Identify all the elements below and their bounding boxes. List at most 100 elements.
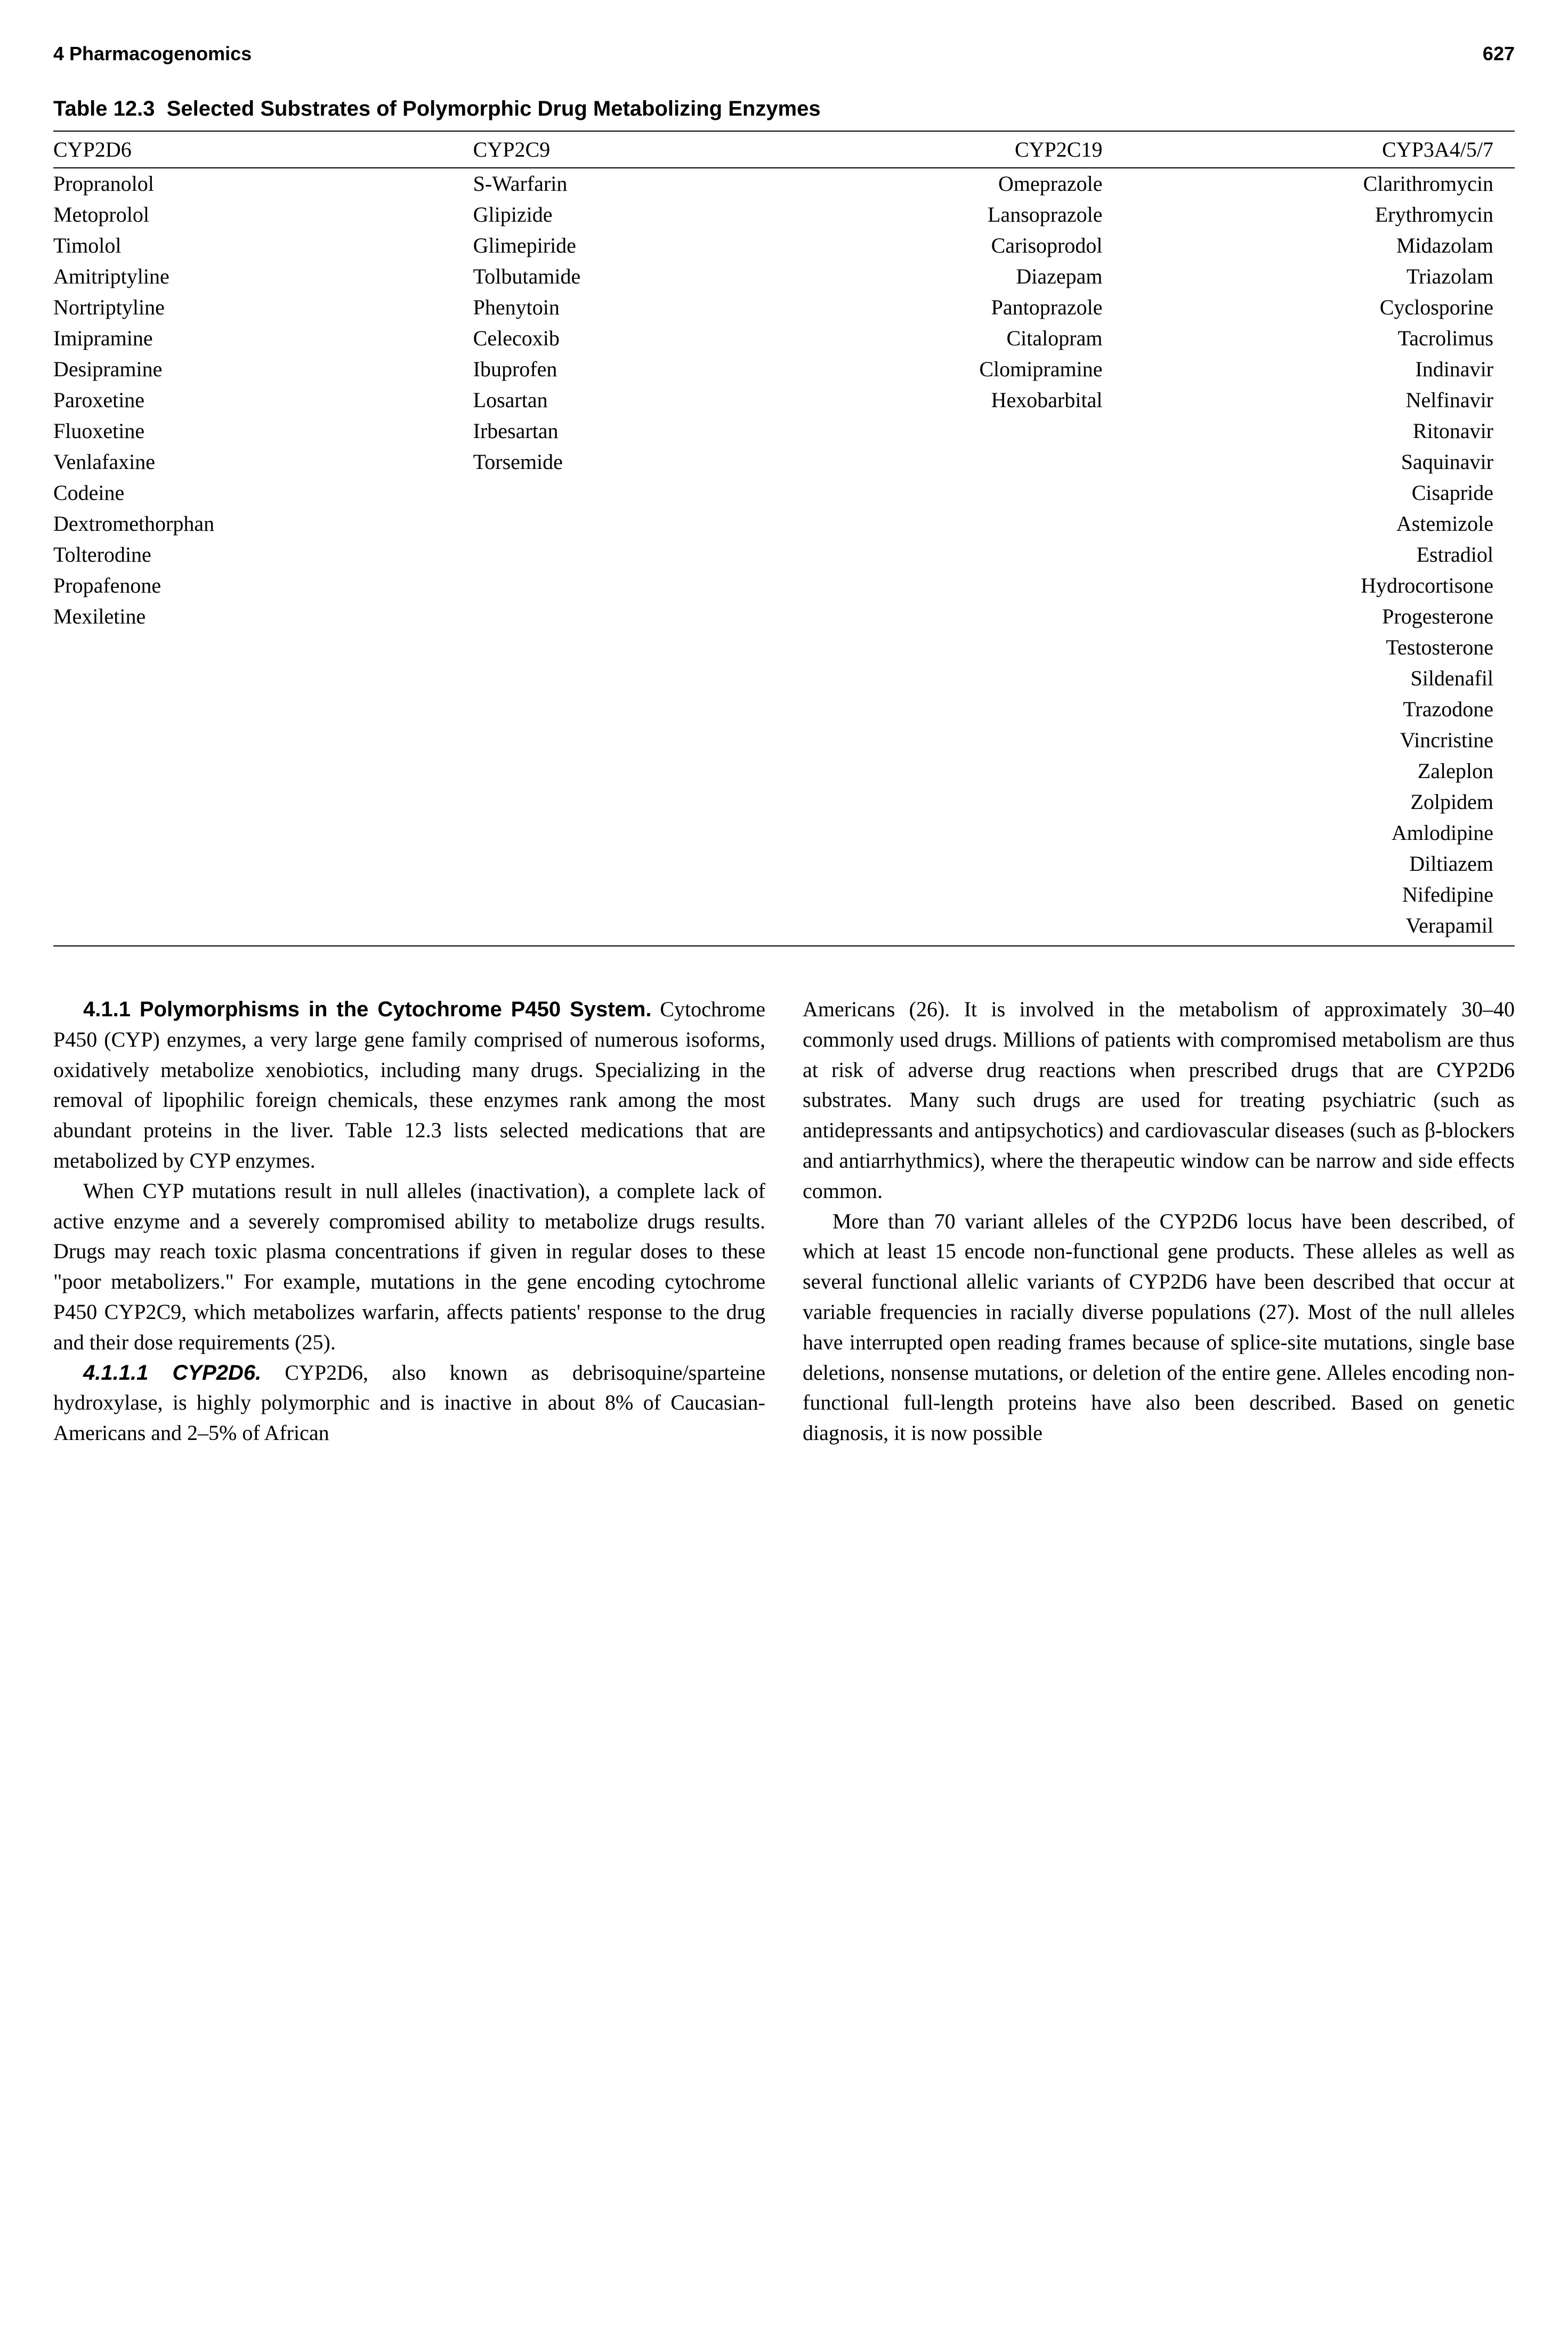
table-cell: Cyclosporine	[1124, 292, 1515, 323]
table-cell	[53, 694, 473, 725]
table-cell: Amlodipine	[1124, 818, 1515, 848]
table-row: DesipramineIbuprofenClomipramineIndinavi…	[53, 354, 1515, 385]
table-cell	[473, 570, 757, 601]
table-cell	[757, 879, 1124, 910]
paragraph-text: When CYP mutations result in null allele…	[53, 1179, 765, 1354]
body-columns: 4.1.1 Polymorphisms in the Cytochrome P4…	[53, 994, 1515, 1448]
table-cell: Clomipramine	[757, 354, 1124, 385]
table-cell: Nifedipine	[1124, 879, 1515, 910]
table-cell: Codeine	[53, 478, 473, 508]
table-cell: Verapamil	[1124, 910, 1515, 946]
right-column: Americans (26). It is involved in the me…	[803, 994, 1515, 1448]
page-number: 627	[1483, 43, 1515, 65]
table-cell: Omeprazole	[757, 168, 1124, 199]
table-cell: Metoprolol	[53, 199, 473, 230]
table-cell	[757, 478, 1124, 508]
table-cell	[757, 539, 1124, 570]
table-cell: Clarithromycin	[1124, 168, 1515, 199]
table-cell: Venlafaxine	[53, 447, 473, 478]
table-cell	[53, 848, 473, 879]
table-cell: Cisapride	[1124, 478, 1515, 508]
table-cell: Sildenafil	[1124, 663, 1515, 694]
table-cell: Amitriptyline	[53, 261, 473, 292]
table-cell: Vincristine	[1124, 725, 1515, 756]
paragraph-text: Americans (26). It is involved in the me…	[803, 997, 1515, 1203]
table-cell	[757, 818, 1124, 848]
table-cell	[473, 818, 757, 848]
table-row: Diltiazem	[53, 848, 1515, 879]
table-cell	[757, 601, 1124, 632]
table-cell	[757, 508, 1124, 539]
table-cell: Triazolam	[1124, 261, 1515, 292]
table-cell: Tacrolimus	[1124, 323, 1515, 354]
table-cell: Fluoxetine	[53, 416, 473, 447]
table-row: Trazodone	[53, 694, 1515, 725]
section-heading: 4.1.1.1 CYP2D6.	[83, 1361, 261, 1385]
table-cell: Mexiletine	[53, 601, 473, 632]
table-cell: Diazepam	[757, 261, 1124, 292]
table-cell: Nortriptyline	[53, 292, 473, 323]
table-cell: Phenytoin	[473, 292, 757, 323]
table-cell	[53, 663, 473, 694]
table-cell	[473, 725, 757, 756]
table-cell	[53, 910, 473, 946]
table-row: TolterodineEstradiol	[53, 539, 1515, 570]
table-cell	[473, 539, 757, 570]
table-cell	[757, 848, 1124, 879]
table-cell	[757, 787, 1124, 818]
table-cell: Zaleplon	[1124, 756, 1515, 787]
table-cell: Hydrocortisone	[1124, 570, 1515, 601]
table-row: FluoxetineIrbesartan Ritonavir	[53, 416, 1515, 447]
table-cell: Ritonavir	[1124, 416, 1515, 447]
table-number: Table 12.3	[53, 97, 155, 120]
table-cell	[757, 447, 1124, 478]
table-row: Testosterone	[53, 632, 1515, 663]
table-cell: Saquinavir	[1124, 447, 1515, 478]
table-cell	[53, 756, 473, 787]
table-cell: Celecoxib	[473, 323, 757, 354]
table-cell: Paroxetine	[53, 385, 473, 416]
table-cell: Tolterodine	[53, 539, 473, 570]
table-cell	[53, 725, 473, 756]
table-cell	[757, 663, 1124, 694]
table-cell: S-Warfarin	[473, 168, 757, 199]
table-cell: Glimepiride	[473, 230, 757, 261]
table-cell: Testosterone	[1124, 632, 1515, 663]
table-row: NortriptylinePhenytoinPantoprazoleCyclos…	[53, 292, 1515, 323]
table-cell	[757, 910, 1124, 946]
table-cell	[473, 694, 757, 725]
table-cell	[473, 508, 757, 539]
table-row: ImipramineCelecoxibCitalopramTacrolimus	[53, 323, 1515, 354]
table-row: Zolpidem	[53, 787, 1515, 818]
table-cell: Ibuprofen	[473, 354, 757, 385]
table-cell: Astemizole	[1124, 508, 1515, 539]
table-row: Amlodipine	[53, 818, 1515, 848]
table-cell: Dextromethorphan	[53, 508, 473, 539]
table-cell	[473, 787, 757, 818]
section-heading: 4.1.1 Polymorphisms in the Cytochrome P4…	[83, 998, 651, 1021]
table-cell: Midazolam	[1124, 230, 1515, 261]
table-cell: Propafenone	[53, 570, 473, 601]
page-header: 4 Pharmacogenomics 627	[53, 43, 1515, 65]
col-header: CYP2C9	[473, 131, 757, 168]
table-row: TimololGlimepirideCarisoprodolMidazolam	[53, 230, 1515, 261]
table-cell: Lansoprazole	[757, 199, 1124, 230]
table-cell: Propranolol	[53, 168, 473, 199]
table-cell	[473, 910, 757, 946]
col-header: CYP3A4/5/7	[1124, 131, 1515, 168]
table-cell: Hexobarbital	[757, 385, 1124, 416]
table-cell: Irbesartan	[473, 416, 757, 447]
table-cell: Diltiazem	[1124, 848, 1515, 879]
table-cell: Glipizide	[473, 199, 757, 230]
table-cell: Torsemide	[473, 447, 757, 478]
table-cell	[53, 787, 473, 818]
table-cell	[757, 416, 1124, 447]
chapter-label: 4 Pharmacogenomics	[53, 43, 252, 65]
table-row: ParoxetineLosartanHexobarbitalNelfinavir	[53, 385, 1515, 416]
table-cell	[757, 632, 1124, 663]
table-row: Dextromethorphan Astemizole	[53, 508, 1515, 539]
table-title: Table 12.3 Selected Substrates of Polymo…	[53, 97, 1515, 121]
table-cell: Carisoprodol	[757, 230, 1124, 261]
table-cell: Losartan	[473, 385, 757, 416]
table-row: PropranololS-WarfarinOmeprazoleClarithro…	[53, 168, 1515, 199]
